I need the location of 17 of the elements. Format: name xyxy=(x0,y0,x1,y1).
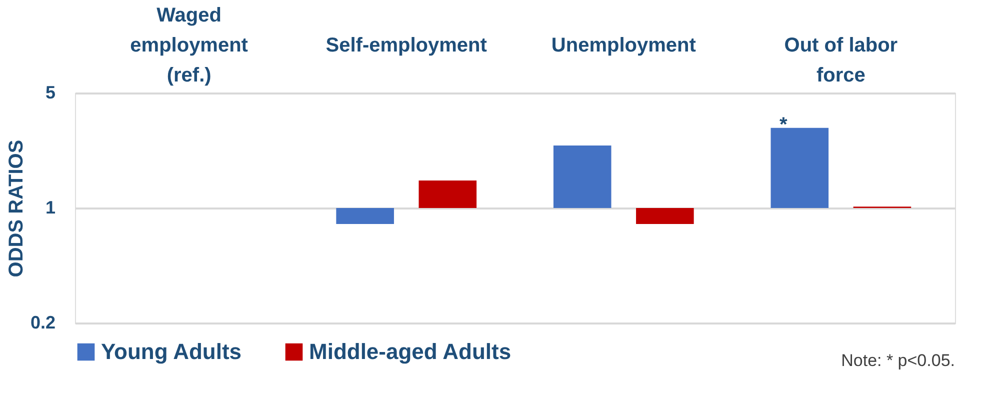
bar xyxy=(636,208,694,224)
bar xyxy=(336,208,394,224)
y-axis-title: ODDS RATIOS xyxy=(5,140,28,278)
x-tick-label: Self-employment xyxy=(326,34,488,56)
y-tick-label: 0.2 xyxy=(30,312,56,332)
bar xyxy=(553,145,612,208)
annotation: * xyxy=(780,114,788,136)
text: Note: * p<0.05. xyxy=(841,351,955,370)
legend-label: Middle-aged Adults xyxy=(309,339,512,364)
bar xyxy=(770,128,829,208)
x-tick-label: Out of labor force xyxy=(784,34,898,86)
legend-label: Young Adults xyxy=(101,339,242,364)
x-tick-label: Unemployment xyxy=(551,34,696,56)
y-tick-label: 1 xyxy=(45,198,56,218)
x-tick-label: Waged employment (ref.) xyxy=(130,4,248,86)
bar xyxy=(418,180,477,208)
y-tick-label: 5 xyxy=(45,82,56,102)
